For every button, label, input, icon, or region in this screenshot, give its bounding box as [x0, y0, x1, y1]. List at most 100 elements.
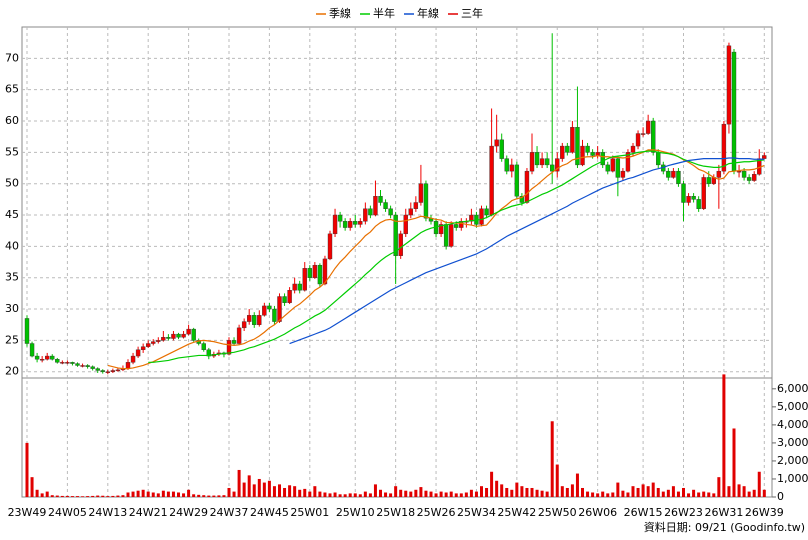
y-tick-label: 25 — [5, 333, 19, 346]
candle-body — [45, 355, 50, 360]
y-tick-label: 70 — [5, 51, 19, 64]
candle-body — [706, 177, 711, 184]
volume-bar — [25, 442, 29, 497]
x-tick-label: 26W23 — [664, 506, 703, 519]
candle-body — [635, 133, 641, 147]
volume-bar — [454, 493, 458, 497]
volume-bar — [101, 495, 105, 497]
volume-bar — [333, 492, 337, 497]
y2-tick-label: 6,000 — [777, 382, 808, 395]
volume-bar — [540, 490, 544, 497]
candle-body — [161, 337, 166, 341]
volume-bar — [358, 494, 362, 497]
candle-body — [605, 164, 610, 172]
volume-bar — [661, 491, 665, 497]
candle-body — [438, 224, 444, 235]
volume-bar — [626, 492, 630, 497]
candle-body — [75, 363, 80, 366]
volume-bar — [86, 496, 90, 497]
candle-body — [555, 158, 560, 172]
candle-body — [373, 196, 378, 216]
y-tick-label: 20 — [5, 365, 19, 378]
candle-body — [484, 208, 489, 216]
candle-body — [24, 318, 30, 344]
candle-body — [746, 177, 752, 181]
volume-bar — [166, 491, 170, 497]
candle-body — [454, 224, 459, 228]
volume-bar — [202, 495, 206, 497]
x-tick-label: 23W49 — [8, 506, 47, 519]
volume-bar — [495, 480, 499, 497]
volume-bar — [591, 492, 595, 497]
x-tick-label: 24W37 — [210, 506, 249, 519]
volume-bar — [596, 493, 600, 497]
volume-bar — [262, 482, 266, 497]
candle-body — [151, 341, 156, 344]
volume-bar — [156, 493, 160, 497]
volume-bar — [646, 486, 650, 497]
volume-bar — [515, 482, 519, 497]
volume-bar — [394, 486, 398, 497]
volume-bar — [742, 486, 746, 497]
candle-body — [741, 170, 747, 178]
candle-body — [615, 158, 621, 178]
volume-bar — [348, 493, 352, 497]
volume-bar — [272, 486, 276, 497]
candle-body — [272, 308, 277, 322]
volume-bar — [106, 496, 110, 497]
candle-body — [55, 358, 60, 363]
volume-bar — [151, 492, 155, 497]
volume-bar — [429, 491, 433, 497]
candle-body — [509, 164, 514, 172]
candle-body — [726, 45, 732, 125]
candle-body — [529, 152, 535, 172]
x-tick-label: 24W45 — [250, 506, 289, 519]
volume-bar — [676, 491, 680, 497]
candle-body — [716, 170, 722, 178]
candle-body — [388, 208, 393, 216]
y2-tick-label: 3,000 — [777, 436, 808, 449]
volume-bar — [288, 485, 292, 497]
volume-bar — [131, 491, 135, 497]
candle-body — [292, 283, 297, 291]
volume-bar — [444, 492, 448, 497]
candle-body — [398, 233, 403, 256]
volume-bar — [384, 492, 388, 497]
candle-body — [348, 221, 353, 228]
candle-body — [176, 333, 181, 338]
volume-bar — [732, 428, 736, 497]
candle-body — [95, 368, 100, 371]
volume-bar — [752, 489, 756, 497]
candle-body — [327, 233, 333, 260]
candle-body — [241, 321, 247, 329]
volume-bar — [313, 486, 317, 497]
candle-body — [504, 158, 509, 172]
volume-bar — [616, 482, 620, 497]
candle-body — [499, 139, 504, 159]
volume-bar — [469, 489, 473, 497]
x-tick-label: 26W39 — [745, 506, 784, 519]
candle-body — [681, 183, 686, 203]
y-tick-label: 30 — [5, 302, 19, 315]
candle-body — [34, 355, 40, 360]
volume-bar — [60, 495, 64, 497]
volume-bar — [737, 484, 741, 497]
candle-body — [449, 224, 454, 247]
y-tick-label: 40 — [5, 239, 19, 252]
volume-bar — [404, 490, 408, 497]
candle-body — [378, 196, 383, 203]
volume-bar — [419, 487, 423, 497]
volume-bar — [55, 495, 59, 497]
volume-bar — [611, 492, 615, 497]
volume-bar — [368, 493, 372, 497]
volume-bar — [581, 487, 584, 497]
candle-body — [620, 170, 626, 178]
x-tick-label: 26W06 — [578, 506, 617, 519]
volume-bar — [570, 484, 574, 497]
candle-body — [145, 343, 151, 347]
volume-bar — [141, 489, 145, 497]
y2-tick-label: 1,000 — [777, 472, 808, 485]
volume-bar — [278, 484, 281, 497]
candle-body — [383, 202, 388, 209]
candle-body — [696, 199, 701, 209]
